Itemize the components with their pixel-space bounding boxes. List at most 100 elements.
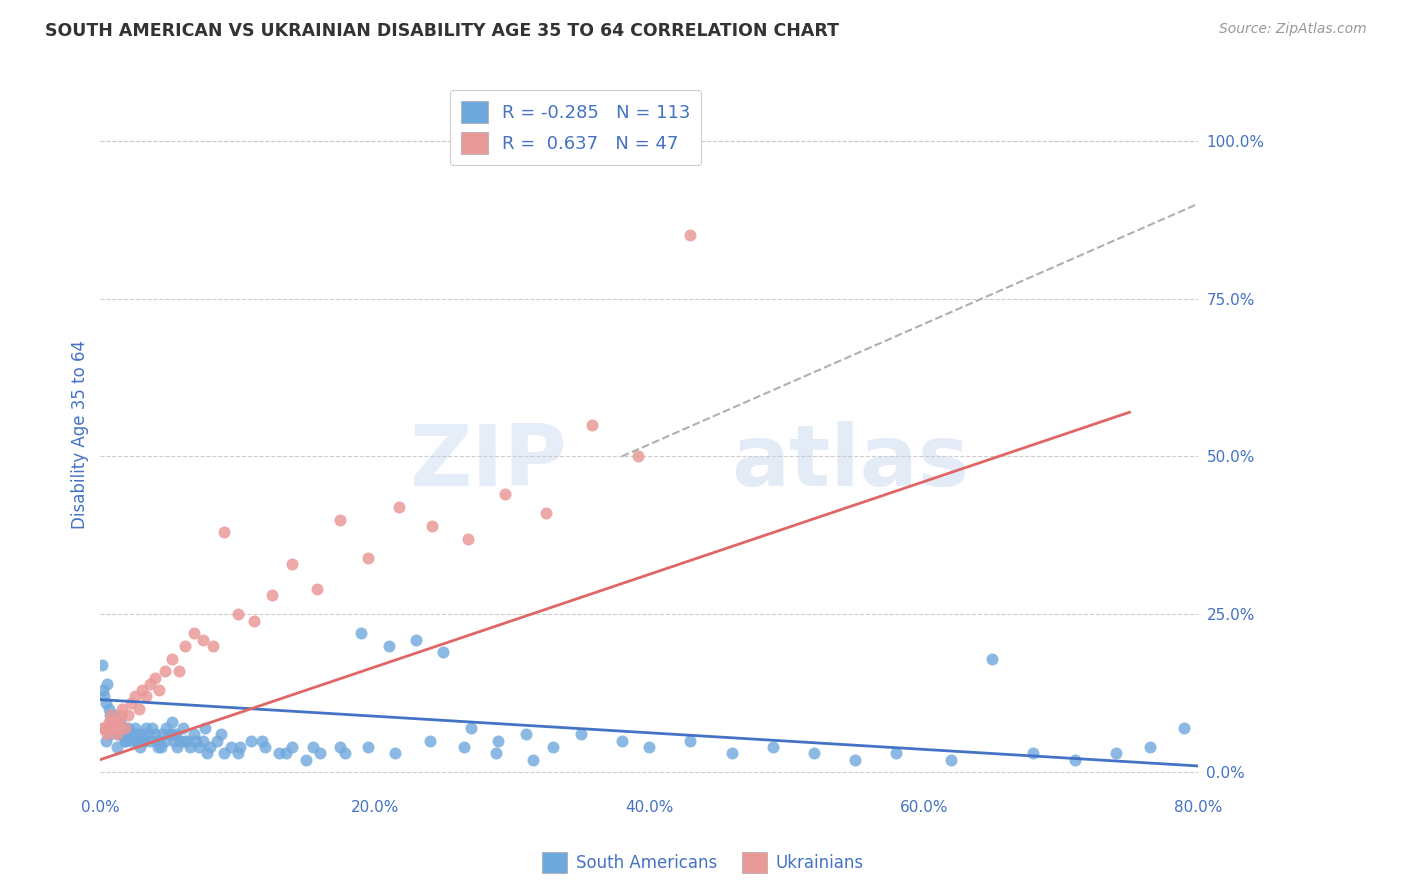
Point	[329, 739, 352, 754]
Point	[110, 721, 132, 735]
Point	[135, 690, 157, 704]
Point	[98, 727, 121, 741]
Point	[105, 739, 128, 754]
Point	[100, 708, 122, 723]
Point	[169, 733, 191, 747]
Point	[432, 645, 454, 659]
Point	[333, 747, 356, 761]
Point	[243, 614, 266, 628]
Point	[124, 721, 146, 735]
Point	[281, 557, 304, 571]
Point	[226, 607, 249, 622]
Point	[536, 506, 558, 520]
Point	[209, 727, 232, 741]
Point	[229, 739, 252, 754]
Point	[143, 671, 166, 685]
Point	[274, 747, 297, 761]
Point	[105, 721, 128, 735]
Point	[105, 727, 128, 741]
Point	[486, 733, 509, 747]
Point	[1105, 747, 1128, 761]
Point	[240, 733, 263, 747]
Point	[91, 683, 114, 698]
Point	[541, 739, 564, 754]
Point	[96, 727, 118, 741]
Point	[145, 733, 167, 747]
Point	[94, 733, 117, 747]
Point	[484, 747, 506, 761]
Point	[515, 727, 537, 741]
Point	[127, 727, 149, 741]
Point	[107, 727, 129, 741]
Point	[129, 739, 152, 754]
Point	[253, 739, 276, 754]
Point	[97, 702, 120, 716]
Point	[260, 588, 283, 602]
Point	[132, 733, 155, 747]
Point	[176, 733, 198, 747]
Point	[139, 677, 162, 691]
Point	[569, 727, 592, 741]
Point	[104, 714, 127, 729]
Point	[193, 733, 215, 747]
Point	[103, 708, 125, 723]
Legend: R = -0.285   N = 113, R =  0.637   N = 47: R = -0.285 N = 113, R = 0.637 N = 47	[450, 90, 702, 165]
Point	[350, 626, 373, 640]
Point	[803, 747, 825, 761]
Point	[143, 727, 166, 741]
Point	[405, 632, 427, 647]
Point	[174, 733, 197, 747]
Point	[581, 417, 603, 432]
Point	[112, 721, 135, 735]
Point	[267, 747, 290, 761]
Point	[939, 753, 962, 767]
Point	[167, 664, 190, 678]
Point	[120, 696, 142, 710]
Point	[1139, 739, 1161, 754]
Point	[122, 727, 145, 741]
Point	[118, 727, 141, 741]
Point	[114, 733, 136, 747]
Point	[419, 733, 441, 747]
Point	[150, 727, 173, 741]
Point	[610, 733, 633, 747]
Point	[186, 733, 208, 747]
Point	[844, 753, 866, 767]
Point	[121, 727, 143, 741]
Point	[90, 657, 112, 672]
Point	[131, 727, 153, 741]
Point	[627, 450, 650, 464]
Point	[93, 690, 115, 704]
Point	[128, 702, 150, 716]
Point	[679, 733, 702, 747]
Point	[165, 727, 187, 741]
Point	[166, 739, 188, 754]
Point	[422, 519, 444, 533]
Point	[377, 639, 399, 653]
Point	[720, 747, 742, 761]
Point	[188, 739, 211, 754]
Point	[157, 727, 180, 741]
Point	[131, 683, 153, 698]
Point	[97, 714, 120, 729]
Point	[139, 733, 162, 747]
Point	[111, 702, 134, 716]
Point	[357, 550, 380, 565]
Point	[252, 733, 274, 747]
Point	[148, 683, 170, 698]
Point	[163, 733, 186, 747]
Point	[357, 739, 380, 754]
Text: atlas: atlas	[731, 421, 970, 504]
Text: Source: ZipAtlas.com: Source: ZipAtlas.com	[1219, 22, 1367, 37]
Point	[212, 525, 235, 540]
Point	[135, 721, 157, 735]
Point	[124, 690, 146, 704]
Point	[108, 721, 131, 735]
Point	[226, 747, 249, 761]
Point	[96, 677, 118, 691]
Point	[453, 739, 475, 754]
Point	[174, 639, 197, 653]
Point	[212, 747, 235, 761]
Point	[110, 708, 132, 723]
Point	[295, 753, 318, 767]
